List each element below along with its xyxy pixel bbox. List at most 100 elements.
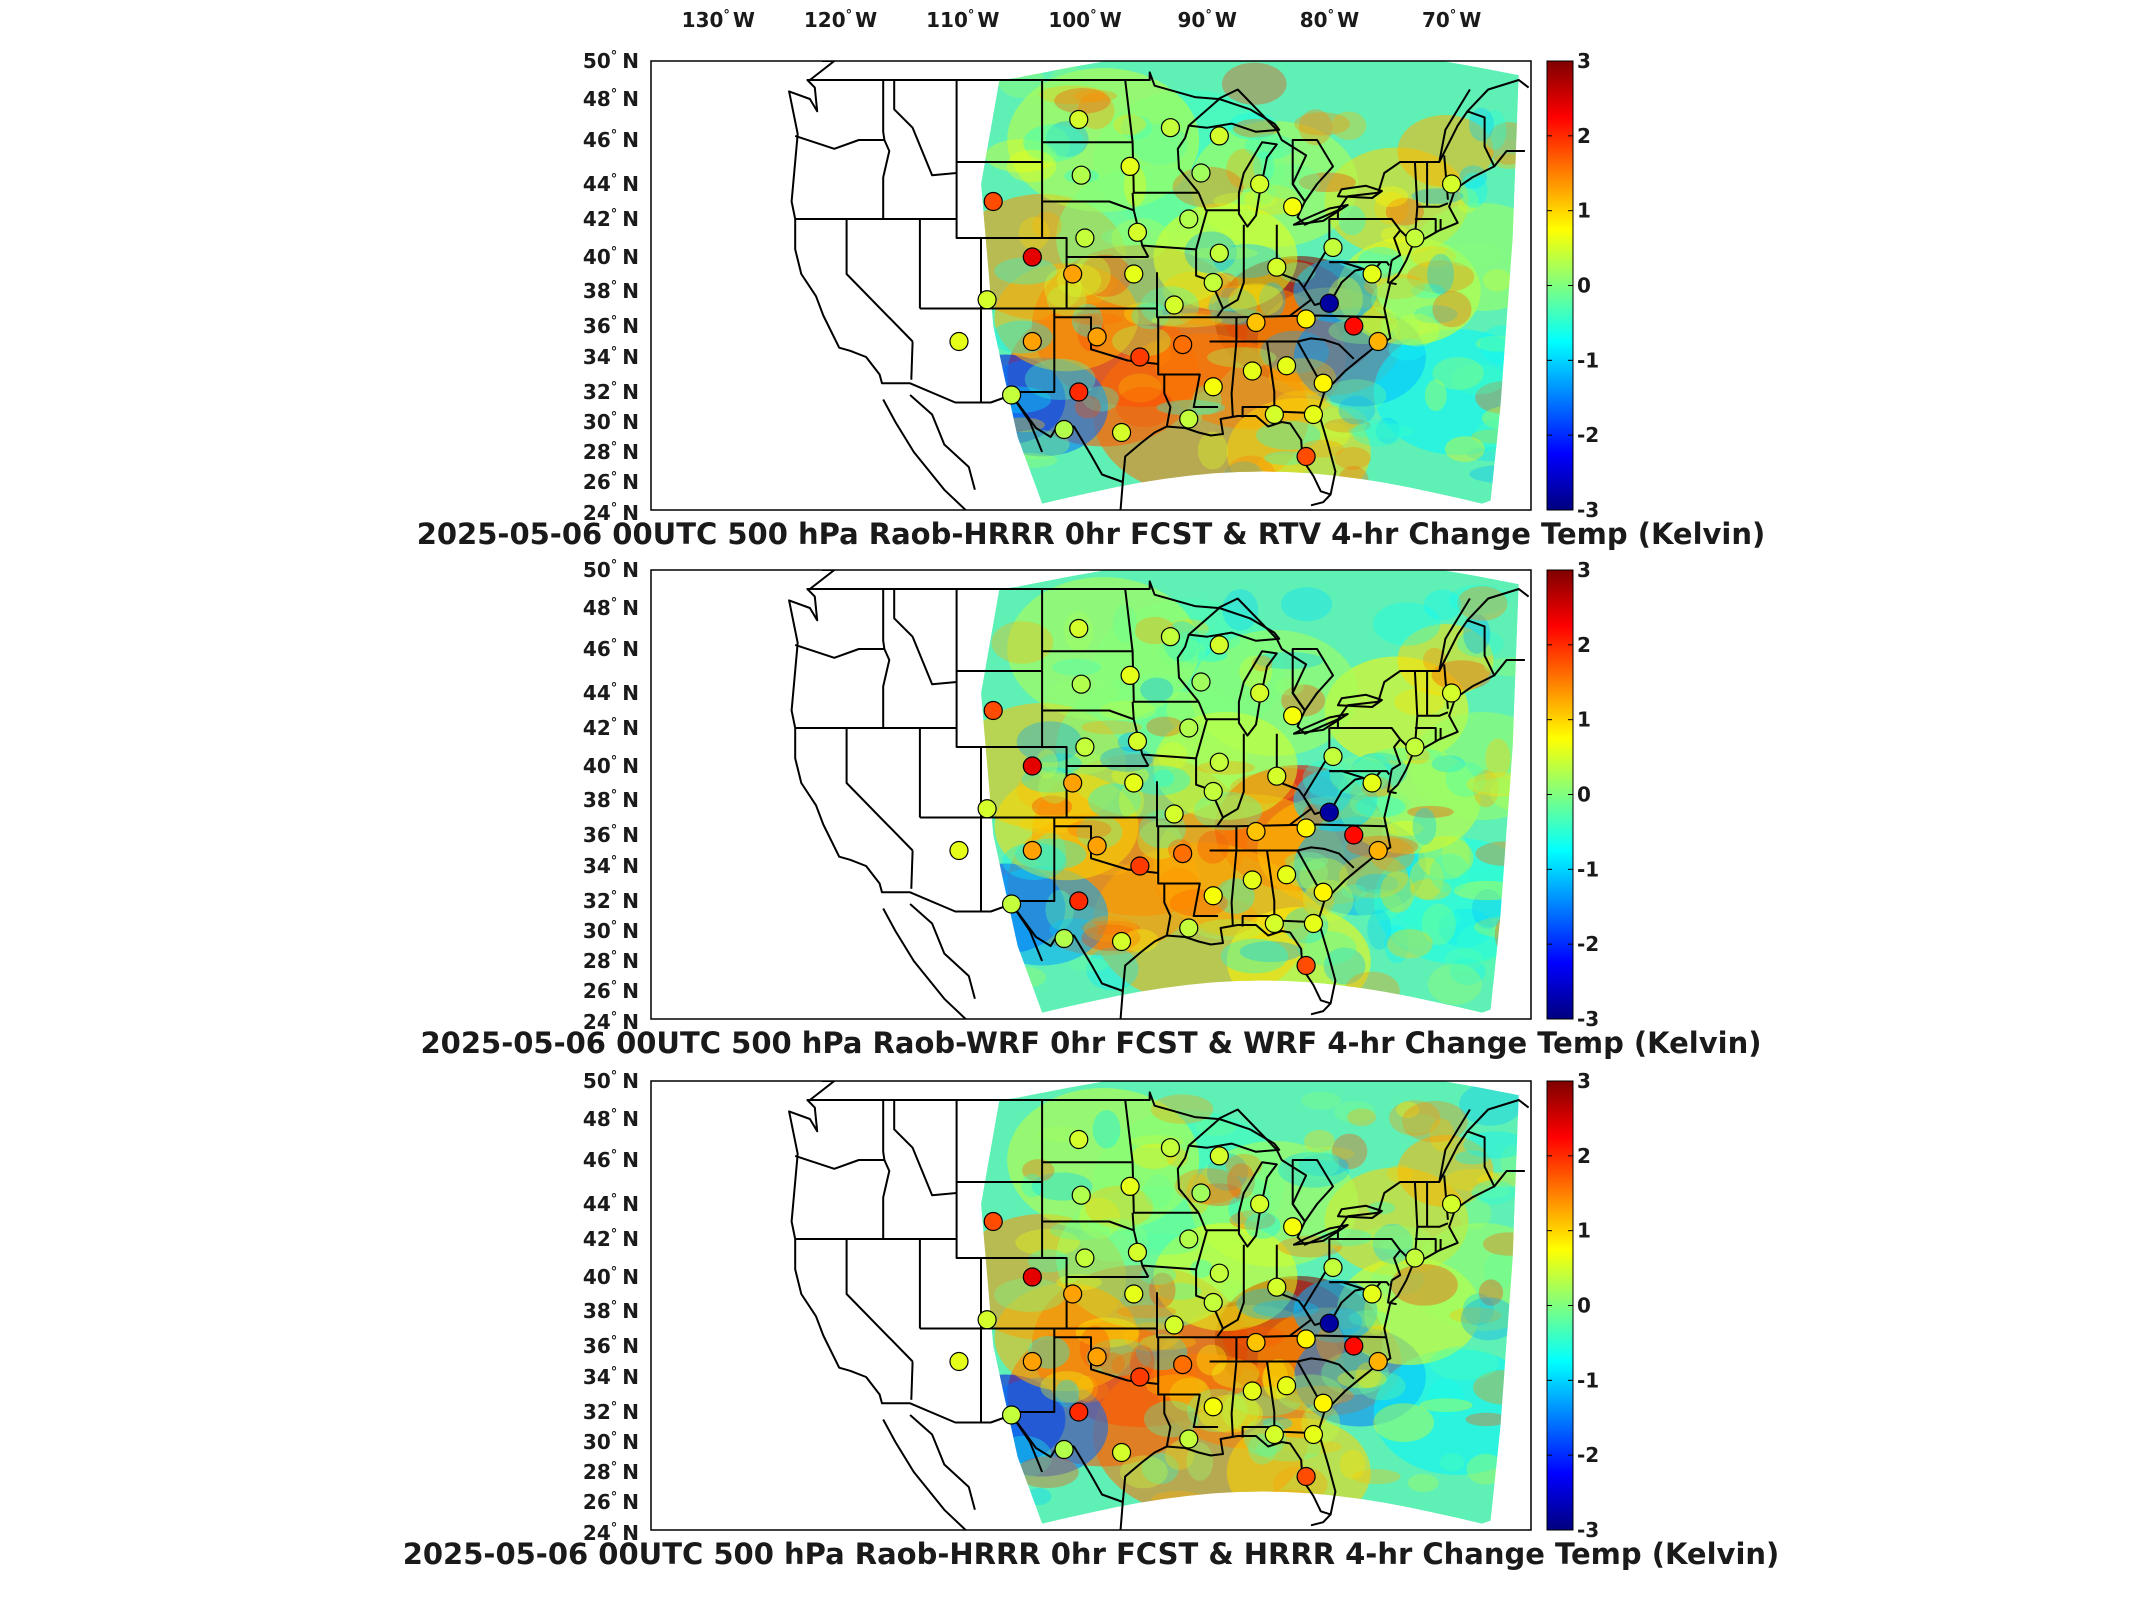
raob-station-marker <box>1441 174 1462 194</box>
raob-station-marker <box>1203 886 1223 906</box>
colorbar-tick-label: 2 <box>1577 124 1591 148</box>
latitude-tick-label: 38° N <box>583 788 639 812</box>
raob-station-marker <box>1069 1129 1089 1150</box>
raob-station-marker <box>1124 1284 1144 1304</box>
raob-station-marker <box>1179 409 1199 429</box>
raob-station-marker <box>1303 913 1324 934</box>
raob-station-marker <box>1441 683 1462 703</box>
raob-station-marker <box>1075 1248 1095 1268</box>
raob-station-marker <box>1130 856 1150 876</box>
raob-station-marker <box>1362 773 1382 793</box>
raob-station-marker <box>1120 1176 1140 1197</box>
latitude-tick-label: 46° N <box>583 128 639 152</box>
map-panels: 50° N 48° N 46° N 44° N 42° N 40° N 38° N 36° N 34° N 32° N… <box>403 49 1780 1571</box>
raob-station-marker <box>977 290 997 310</box>
raob-station-marker <box>1130 347 1150 367</box>
latitude-tick-label: 34° N <box>583 345 639 369</box>
raob-station-marker <box>1022 1351 1042 1372</box>
colorbar: 3 2 1 0 -1 -2 -3 <box>1546 1069 1599 1542</box>
longitude-tick-label: 90° W <box>1178 8 1237 32</box>
map-panel: 50° N 48° N 46° N 44° N 42° N 40° N 38° N 36° N 34° N 32° N… <box>403 1069 1780 1571</box>
raob-station-marker <box>1405 228 1425 248</box>
latitude-tick-label: 26° N <box>583 1490 639 1514</box>
latitude-tick-label: 44° N <box>583 172 639 196</box>
colorbar-tick-label: -1 <box>1577 1368 1599 1392</box>
latitude-tick-label: 48° N <box>583 596 639 620</box>
raob-station-marker <box>1344 316 1364 336</box>
raob-station-marker <box>1001 385 1022 405</box>
raob-station-marker <box>1296 309 1316 329</box>
colorbar-tick-label: 1 <box>1577 1219 1591 1243</box>
raob-station-marker <box>1405 1248 1425 1268</box>
raob-station-marker <box>1130 1367 1150 1387</box>
colorbar-tick-label: -2 <box>1577 423 1599 447</box>
raob-station-marker <box>1054 1439 1074 1460</box>
colorbar-tick-label: 3 <box>1577 1069 1591 1093</box>
raob-station-marker <box>949 331 969 352</box>
raob-station-marker <box>1069 891 1089 911</box>
latitude-tick-label: 28° N <box>583 949 639 973</box>
raob-station-marker <box>1368 331 1388 352</box>
raob-station-marker <box>1160 1138 1181 1158</box>
raob-station-marker <box>1173 335 1193 355</box>
colorbar-tick-label: -3 <box>1577 498 1599 522</box>
raob-station-marker <box>1303 1424 1324 1445</box>
latitude-tick-label: 48° N <box>583 1107 639 1131</box>
raob-station-marker <box>949 840 969 861</box>
longitude-tick-label: 100° W <box>1048 8 1121 32</box>
panel-title: 2025-05-06 00UTC 500 hPa Raob-HRRR 0hr F… <box>417 517 1766 551</box>
raob-station-marker <box>1124 264 1144 284</box>
raob-station-marker <box>1264 913 1284 934</box>
raob-station-marker <box>1209 1263 1229 1283</box>
raob-station-marker <box>1267 1277 1287 1297</box>
latitude-tick-label: 44° N <box>583 1192 639 1216</box>
raob-station-marker <box>1264 1424 1284 1445</box>
raob-station-marker <box>1022 247 1042 267</box>
raob-station-marker <box>1203 1397 1223 1417</box>
raob-station-marker <box>1111 1442 1132 1463</box>
raob-station-marker <box>1191 163 1211 183</box>
raob-station-marker <box>1022 840 1042 861</box>
colorbar: 3 2 1 0 -1 -2 -3 <box>1546 558 1599 1031</box>
colorbar-tick-label: 3 <box>1577 558 1591 582</box>
raob-station-marker <box>1063 1284 1083 1304</box>
latitude-tick-label: 42° N <box>583 1227 639 1251</box>
latitude-tick-label: 30° N <box>583 919 639 943</box>
latitude-tick-label: 32° N <box>583 889 639 913</box>
raob-station-marker <box>1250 174 1270 194</box>
raob-station-marker <box>1264 404 1284 425</box>
latitude-tick-label: 36° N <box>583 314 639 338</box>
latitude-labels: 50° N 48° N 46° N 44° N 42° N 40° N 38° N 36° N 34° N 32° N… <box>583 558 639 1034</box>
raob-station-marker <box>1063 773 1083 793</box>
raob-station-marker <box>1441 1194 1462 1214</box>
colorbar-tick-label: 2 <box>1577 1144 1591 1168</box>
raob-station-marker <box>1276 356 1297 376</box>
latitude-tick-label: 38° N <box>583 279 639 303</box>
colorbar-tick-label: -2 <box>1577 932 1599 956</box>
colorbar-tick-label: -1 <box>1577 857 1599 881</box>
colorbar-tick-label: -2 <box>1577 1443 1599 1467</box>
raob-station-marker <box>1069 1402 1089 1422</box>
longitude-tick-label: 130° W <box>682 8 755 32</box>
raob-station-marker <box>1323 237 1343 258</box>
raob-stations <box>949 618 1462 976</box>
raob-station-marker <box>1362 1284 1382 1304</box>
state-boundaries <box>788 61 1530 510</box>
raob-station-marker <box>1111 931 1132 952</box>
latitude-tick-label: 24° N <box>583 501 639 525</box>
raob-station-marker <box>1209 126 1229 146</box>
raob-station-marker <box>1246 821 1266 842</box>
raob-station-marker <box>1267 766 1287 786</box>
raob-station-marker <box>1276 1376 1297 1396</box>
raob-station-marker <box>1087 1347 1107 1367</box>
raob-station-marker <box>1405 737 1425 757</box>
latitude-tick-label: 50° N <box>583 1069 639 1093</box>
raob-station-marker <box>1179 209 1199 229</box>
raob-station-marker <box>1111 422 1132 443</box>
raob-station-marker <box>1063 264 1083 284</box>
raob-station-marker <box>1242 870 1262 890</box>
latitude-tick-label: 24° N <box>583 1521 639 1545</box>
raob-station-marker <box>1022 756 1042 776</box>
raob-station-marker <box>1203 781 1223 802</box>
raob-station-marker <box>1209 752 1229 772</box>
